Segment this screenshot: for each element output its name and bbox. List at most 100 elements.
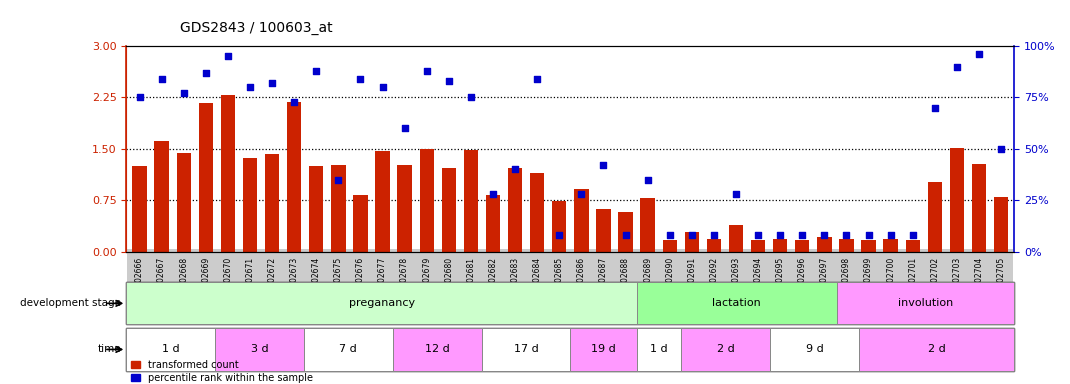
Bar	[905, 240, 920, 252]
Point	[175, 90, 193, 96]
Bar	[817, 237, 831, 252]
Bar	[304, 328, 393, 371]
Bar	[126, 282, 637, 324]
Bar	[685, 232, 699, 252]
Point	[330, 177, 347, 183]
Text: 2 d: 2 d	[928, 344, 946, 354]
Point	[551, 232, 568, 238]
Bar	[126, 328, 215, 371]
Bar	[331, 165, 346, 252]
Point	[529, 76, 546, 82]
Point	[263, 80, 280, 86]
Point	[860, 232, 877, 238]
Text: 12 d: 12 d	[425, 344, 449, 354]
Bar	[994, 197, 1008, 252]
Text: 17 d: 17 d	[514, 344, 538, 354]
Point	[661, 232, 678, 238]
Bar	[243, 158, 257, 252]
Bar	[552, 201, 566, 252]
Bar	[637, 328, 682, 371]
Point	[794, 232, 811, 238]
Bar	[215, 328, 304, 371]
Point	[374, 84, 392, 90]
Bar	[530, 173, 545, 252]
Legend: transformed count, percentile rank within the sample: transformed count, percentile rank withi…	[132, 360, 312, 383]
Text: 7 d: 7 d	[339, 344, 357, 354]
Point	[705, 232, 722, 238]
Text: lactation: lactation	[713, 298, 761, 308]
Point	[153, 76, 170, 82]
Point	[242, 84, 259, 90]
Point	[948, 64, 965, 70]
Bar	[770, 328, 859, 371]
Bar	[773, 238, 788, 252]
Bar	[419, 149, 434, 252]
Point	[749, 232, 766, 238]
Bar	[751, 240, 765, 252]
Point	[286, 98, 303, 104]
Point	[639, 177, 656, 183]
Text: 1 d: 1 d	[651, 344, 668, 354]
Point	[970, 51, 988, 57]
Bar	[682, 328, 770, 371]
Point	[595, 162, 612, 168]
Bar	[287, 102, 302, 252]
Bar	[950, 148, 964, 252]
Bar	[575, 189, 588, 252]
Bar	[508, 168, 522, 252]
Bar	[393, 328, 482, 371]
Point	[308, 68, 325, 74]
Bar	[884, 238, 898, 252]
Bar	[795, 240, 810, 252]
Text: 9 d: 9 d	[806, 344, 824, 354]
Text: 19 d: 19 d	[592, 344, 616, 354]
Bar	[972, 164, 987, 252]
Bar	[376, 151, 389, 252]
Text: 1 d: 1 d	[162, 344, 180, 354]
Bar	[618, 212, 632, 252]
Bar	[596, 209, 611, 252]
Point	[838, 232, 855, 238]
Bar	[133, 166, 147, 252]
Bar	[199, 103, 213, 252]
Point	[771, 232, 789, 238]
Bar	[859, 328, 1014, 371]
Bar	[309, 166, 323, 252]
Bar	[570, 328, 637, 371]
Point	[506, 166, 523, 172]
Point	[728, 191, 745, 197]
Bar	[837, 282, 1014, 324]
Text: 3 d: 3 d	[250, 344, 269, 354]
Text: GDS2843 / 100603_at: GDS2843 / 100603_at	[180, 21, 333, 35]
Bar	[154, 141, 169, 252]
Point	[904, 232, 921, 238]
Text: time: time	[97, 344, 121, 354]
Bar	[220, 95, 235, 252]
Bar	[729, 225, 744, 252]
Bar	[177, 153, 190, 252]
Bar	[482, 328, 570, 371]
Text: involution: involution	[898, 298, 953, 308]
Point	[882, 232, 899, 238]
Bar	[397, 165, 412, 252]
Point	[462, 94, 479, 101]
Bar	[353, 195, 368, 252]
Bar	[637, 282, 837, 324]
Point	[396, 125, 413, 131]
Text: preganancy: preganancy	[349, 298, 415, 308]
Text: development stage: development stage	[20, 298, 121, 308]
Bar	[265, 154, 279, 252]
Point	[993, 146, 1010, 152]
Bar	[861, 240, 875, 252]
Bar	[486, 195, 500, 252]
Bar	[928, 182, 942, 252]
Point	[485, 191, 502, 197]
Point	[684, 232, 701, 238]
Point	[617, 232, 635, 238]
Bar	[839, 238, 854, 252]
Bar	[442, 168, 456, 252]
Bar	[463, 150, 478, 252]
Point	[197, 70, 214, 76]
Bar	[641, 198, 655, 252]
Point	[219, 53, 236, 60]
